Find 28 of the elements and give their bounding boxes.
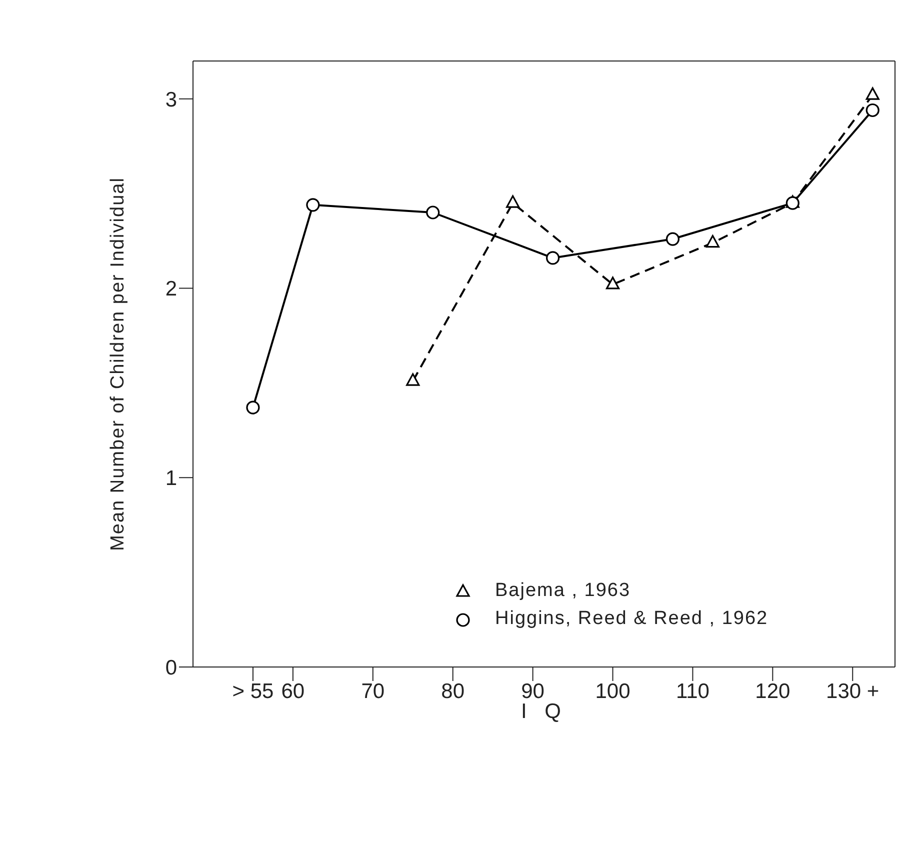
y-axis-title: Mean Number of Children per Individual xyxy=(108,177,129,551)
legend-label: Higgins, Reed & Reed , 1962 xyxy=(495,608,768,630)
point xyxy=(866,103,880,118)
x-tick-label: 110 xyxy=(676,680,710,703)
point xyxy=(426,206,440,220)
x-tick-label: 130 + xyxy=(826,680,880,703)
point xyxy=(546,251,560,265)
point xyxy=(506,195,520,208)
x-tick-label: 70 xyxy=(361,680,385,703)
legend-label: Bajema , 1963 xyxy=(495,580,631,602)
y-tick-label: 0 xyxy=(165,656,177,680)
x-tick-label: 90 xyxy=(521,680,544,703)
x-tick-label: 80 xyxy=(441,680,465,703)
y-tick-label: 1 xyxy=(165,467,177,490)
x-tick-label: 100 xyxy=(595,680,630,703)
point xyxy=(866,87,880,100)
point xyxy=(606,276,620,290)
point xyxy=(306,198,320,212)
point xyxy=(706,235,720,248)
point xyxy=(406,373,420,386)
x-tick-label: > 55 xyxy=(232,680,274,703)
point xyxy=(246,400,260,414)
x-tick-label: 60 xyxy=(281,680,305,703)
y-tick-label: 3 xyxy=(165,88,177,112)
x-axis-title: I Q xyxy=(520,700,568,723)
y-tick-label: 2 xyxy=(165,278,177,301)
point xyxy=(666,232,680,246)
x-tick-label: 120 xyxy=(755,680,790,703)
